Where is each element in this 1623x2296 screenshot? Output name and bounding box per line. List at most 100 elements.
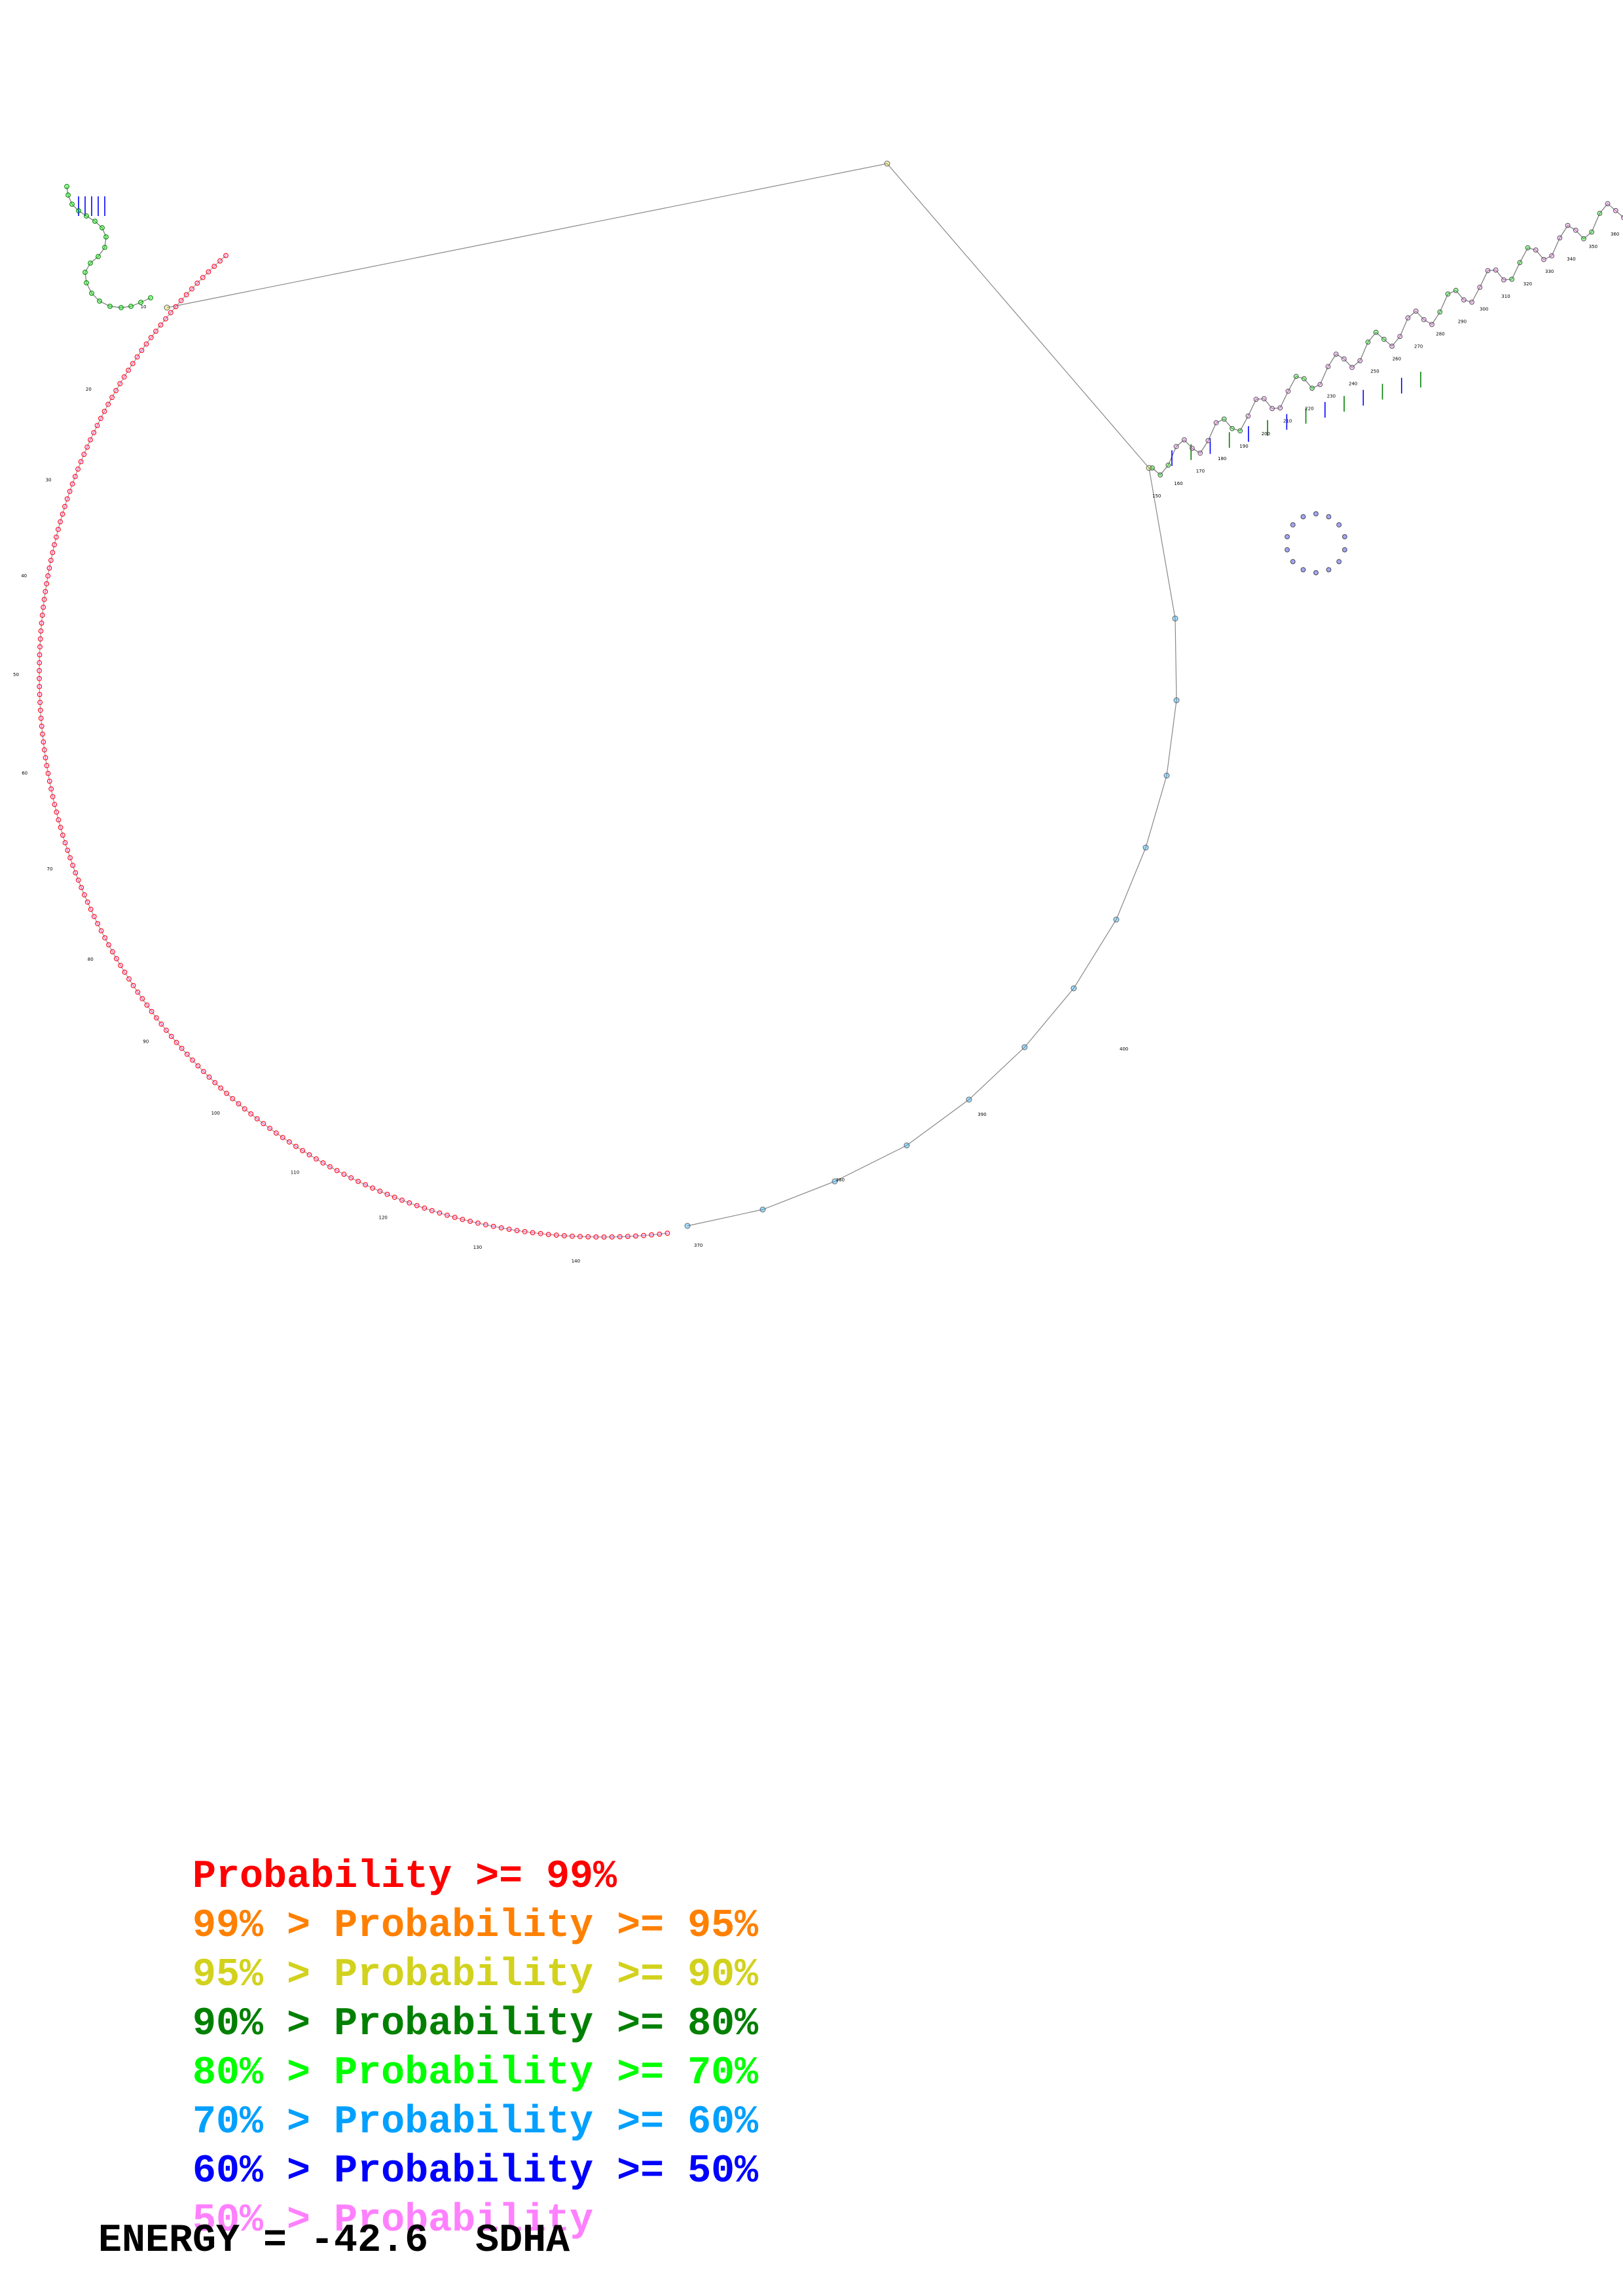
nucleotide xyxy=(538,1230,543,1236)
nucleotide xyxy=(60,833,65,838)
position-label: 370 xyxy=(694,1243,702,1248)
nucleotide xyxy=(1163,772,1170,779)
nucleotide xyxy=(1181,437,1187,442)
nucleotide xyxy=(1245,413,1251,419)
nucleotide xyxy=(54,810,60,815)
nucleotide xyxy=(110,949,115,955)
nucleotide xyxy=(348,1175,354,1181)
nucleotide xyxy=(184,1051,190,1057)
position-label: 300 xyxy=(1480,306,1488,312)
nucleotide xyxy=(38,628,44,634)
position-label: 60 xyxy=(22,771,27,776)
nucleotide xyxy=(41,597,47,602)
position-label: 170 xyxy=(1196,469,1205,474)
nucleotide xyxy=(1397,334,1403,339)
nucleotide xyxy=(530,1230,536,1236)
nucleotide xyxy=(78,459,84,465)
nucleotide xyxy=(274,1130,279,1136)
position-label: 310 xyxy=(1501,294,1510,299)
nucleotide xyxy=(37,700,43,706)
nucleotide xyxy=(48,786,54,792)
position-label: 350 xyxy=(1589,244,1597,249)
nucleotide xyxy=(102,935,108,941)
position-label: 160 xyxy=(1174,481,1182,486)
nucleotide xyxy=(148,295,153,300)
nucleotide xyxy=(73,870,79,876)
nucleotide xyxy=(98,416,103,422)
nucleotide xyxy=(106,942,111,948)
nucleotide xyxy=(154,1015,159,1020)
nucleotide xyxy=(44,762,50,768)
nucleotide xyxy=(452,1215,458,1220)
position-label: 150 xyxy=(1152,493,1161,499)
nucleotide xyxy=(41,605,46,610)
nucleotide xyxy=(91,914,97,920)
nucleotide xyxy=(88,437,93,442)
nucleotide xyxy=(230,1096,236,1102)
nucleotide xyxy=(206,269,211,275)
nucleotide xyxy=(684,1223,691,1229)
nucleotide xyxy=(1493,267,1499,273)
nucleotide xyxy=(1461,297,1467,303)
nucleotide xyxy=(88,906,94,912)
legend-prefix: 99% > xyxy=(192,1904,335,1948)
base-pair-bonds xyxy=(78,196,1421,466)
nucleotide xyxy=(118,963,124,968)
nucleotide xyxy=(1325,364,1331,369)
nucleotide xyxy=(107,304,113,309)
nucleotide xyxy=(179,1045,185,1051)
position-label: 120 xyxy=(379,1215,388,1221)
nucleotide xyxy=(37,675,42,681)
nucleotide xyxy=(81,452,87,457)
position-label: 80 xyxy=(88,957,94,962)
nucleotide xyxy=(37,636,43,642)
nucleotide xyxy=(1021,1044,1028,1050)
nucleotide xyxy=(356,1179,361,1184)
nucleotide xyxy=(72,474,78,479)
nucleotide xyxy=(38,715,44,721)
nucleotide xyxy=(48,558,54,563)
nucleotide xyxy=(1581,236,1586,242)
nucleotide xyxy=(158,1021,164,1027)
nucleotide xyxy=(280,1135,285,1140)
nucleotide xyxy=(903,1142,910,1149)
nucleotide xyxy=(1113,916,1120,923)
nucleotide xyxy=(577,1234,583,1240)
position-label: 140 xyxy=(572,1259,580,1264)
nucleotide xyxy=(1253,397,1259,402)
nucleotide xyxy=(1589,229,1595,235)
nucleotide xyxy=(1477,285,1483,290)
nucleotide xyxy=(475,1220,481,1226)
nucleotide xyxy=(56,817,62,823)
nucleotide xyxy=(153,329,158,334)
nucleotide xyxy=(392,1194,397,1200)
nucleotide xyxy=(1557,235,1563,241)
nucleotide xyxy=(100,225,105,230)
nucleotide xyxy=(625,1234,630,1239)
nucleotide xyxy=(334,1168,340,1174)
position-label: 320 xyxy=(1523,281,1532,287)
nucleotide xyxy=(341,1172,347,1177)
nucleotide xyxy=(113,387,119,393)
nucleotide xyxy=(178,298,184,304)
nucleotide xyxy=(41,747,47,753)
nucleotide xyxy=(149,1009,155,1014)
nucleotide xyxy=(248,1111,254,1117)
nucleotide xyxy=(562,1233,567,1238)
nucleotide xyxy=(62,840,68,846)
nucleotide xyxy=(1549,253,1555,259)
legend-text: Probability >= 95% xyxy=(334,1904,759,1948)
nucleotide xyxy=(46,778,52,784)
nucleotide xyxy=(69,202,75,207)
nucleotide xyxy=(58,825,64,831)
nucleotide xyxy=(1293,374,1299,380)
nucleotide xyxy=(212,1080,218,1085)
nucleotide xyxy=(54,534,59,540)
position-label: 110 xyxy=(291,1170,299,1175)
nucleotide xyxy=(437,1210,443,1216)
nucleotide xyxy=(1190,446,1195,451)
nucleotide xyxy=(609,1234,615,1240)
position-label: 40 xyxy=(21,573,27,579)
nucleotide xyxy=(966,1096,972,1103)
